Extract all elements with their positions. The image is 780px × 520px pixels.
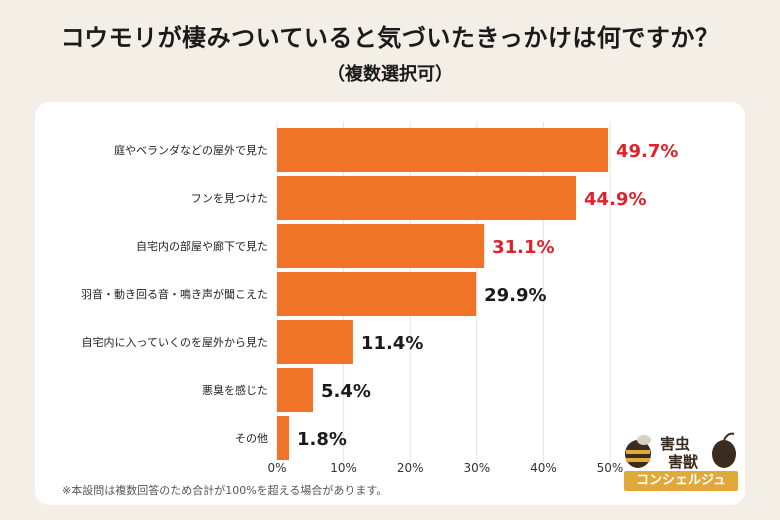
x-tick-label: 20% xyxy=(397,461,424,475)
data-label: 31.1% xyxy=(492,237,554,258)
category-label: 庭やベランダなどの屋外で見た xyxy=(114,143,268,157)
data-label: 1.8% xyxy=(297,429,347,450)
category-label: フンを見つけた xyxy=(191,192,268,205)
x-tick-label: 50% xyxy=(597,461,624,475)
bar xyxy=(277,224,485,268)
logo-band: コンシェルジュ xyxy=(624,471,738,491)
bar xyxy=(277,416,289,460)
logo-line-1: 害虫 xyxy=(660,435,691,453)
category-label: 悪臭を感じた xyxy=(202,383,268,397)
x-tick-label: 10% xyxy=(330,461,357,475)
brand-logo: 害虫 害獣 コンシェルジュ xyxy=(622,430,740,492)
x-tick-label: 40% xyxy=(530,461,557,475)
bar xyxy=(277,272,477,316)
category-label: 羽音・動き回る音・鳴き声が聞こえた xyxy=(81,287,268,301)
data-label: 29.9% xyxy=(484,285,546,306)
bar xyxy=(277,320,353,364)
chart-subtitle: （複数選択可） xyxy=(327,64,453,85)
logo-line-2: 害獣 xyxy=(668,453,699,471)
category-label: 自宅内に入っていくのを屋外から見た xyxy=(82,335,268,349)
bar xyxy=(277,176,577,220)
data-label: 44.9% xyxy=(584,189,646,210)
footnote: ※本設問は複数回答のため合計が100%を超える場合があります。 xyxy=(62,484,388,497)
data-label: 5.4% xyxy=(321,381,371,402)
x-tick-label: 0% xyxy=(267,461,286,475)
bee-icon xyxy=(625,432,736,468)
bar xyxy=(277,368,313,412)
chart-title: コウモリが棲みついていると気づいたきっかけは何ですか？ xyxy=(60,24,720,52)
category-label: 自宅内の部屋や廊下で見た xyxy=(136,239,268,253)
x-tick-label: 30% xyxy=(463,461,490,475)
data-label: 49.7% xyxy=(616,141,678,162)
data-label: 11.4% xyxy=(361,333,423,354)
bar xyxy=(277,128,609,172)
category-label: その他 xyxy=(235,432,268,445)
